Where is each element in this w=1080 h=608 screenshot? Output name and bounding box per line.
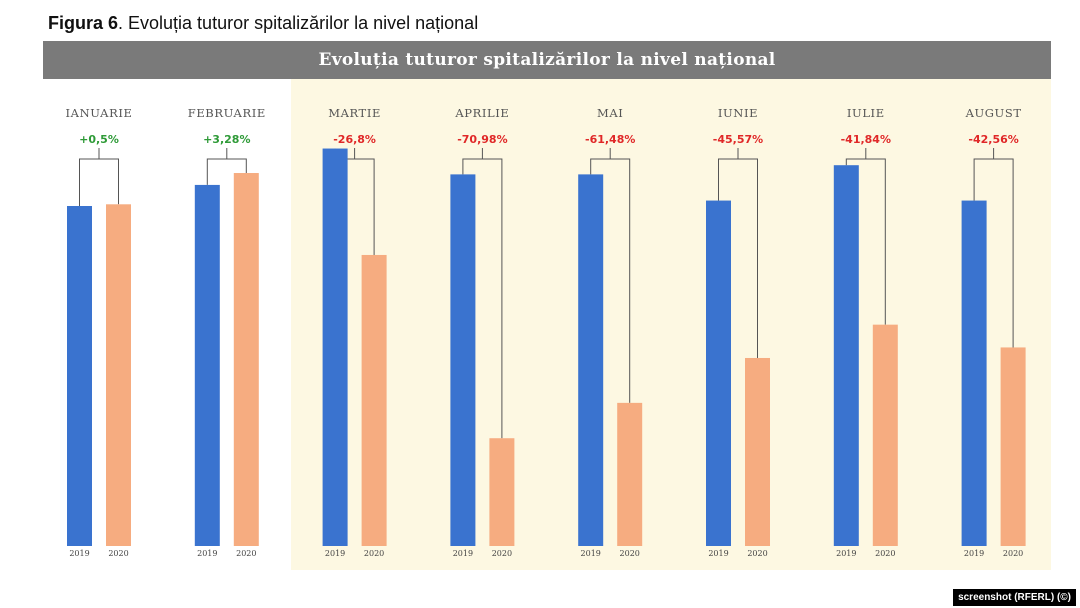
month-label: IULIE: [847, 106, 885, 120]
year-label-2019: 2019: [453, 549, 473, 558]
bar-2020: [233, 173, 259, 546]
bar-2020: [745, 357, 770, 546]
chart-title-band: Evoluția tuturor spitalizărilor la nivel…: [43, 41, 1051, 79]
month-label: MARTIE: [328, 106, 381, 120]
highlight-region: [291, 79, 1051, 570]
year-label-2020: 2020: [364, 549, 384, 558]
year-label-2019: 2019: [708, 549, 728, 558]
month-label: FEBRUARIE: [188, 106, 266, 120]
figure-caption: Figura 6. Evoluția tuturor spitalizărilo…: [48, 13, 478, 34]
month-label: IUNIE: [718, 106, 758, 120]
year-label-2019: 2019: [69, 549, 89, 558]
year-label-2020: 2020: [236, 549, 256, 558]
bar-2019: [67, 206, 92, 546]
change-label: -61,48%: [585, 133, 635, 146]
figure-caption-text: . Evoluția tuturor spitalizărilor la niv…: [118, 13, 479, 33]
bar-2019: [322, 148, 348, 547]
bar-2020: [489, 438, 515, 546]
bar-2019: [450, 174, 476, 546]
change-bracket: [79, 158, 119, 206]
change-label: +3,28%: [203, 133, 250, 146]
bar-2020: [872, 324, 898, 546]
change-label: -70,98%: [457, 133, 507, 146]
bar-2019: [706, 200, 731, 546]
bar-2019: [578, 174, 604, 546]
year-label-2019: 2019: [325, 549, 345, 558]
change-label: +0,5%: [79, 133, 119, 146]
change-label: -41,84%: [841, 133, 891, 146]
year-label-2020: 2020: [108, 549, 128, 558]
bar-2020: [617, 402, 643, 546]
bar-2020: [361, 254, 387, 546]
month-label: APRILIE: [454, 106, 509, 120]
year-label-2020: 2020: [620, 549, 640, 558]
bar-2020: [1000, 347, 1026, 546]
figure-caption-number: Figura 6: [48, 13, 119, 33]
bar-2019: [194, 184, 220, 547]
year-label-2019: 2019: [836, 549, 856, 558]
year-label-2020: 2020: [747, 549, 767, 558]
year-label-2019: 2019: [964, 549, 984, 558]
year-label-2020: 2020: [1003, 549, 1023, 558]
year-label-2020: 2020: [492, 549, 512, 558]
change-label: -45,57%: [713, 133, 763, 146]
month-label: IANUARIE: [66, 106, 133, 120]
change-label: -26,8%: [333, 133, 376, 146]
year-label-2020: 2020: [875, 549, 895, 558]
change-label: -42,56%: [968, 133, 1018, 146]
month-label: AUGUST: [965, 106, 1022, 120]
month-label: MAI: [597, 106, 623, 120]
bar-2019: [961, 200, 987, 546]
bar-2019: [833, 165, 859, 546]
chart-title: Evoluția tuturor spitalizărilor la nivel…: [318, 50, 776, 70]
bar-2020: [106, 204, 131, 547]
year-label-2019: 2019: [581, 549, 601, 558]
year-label-2019: 2019: [197, 549, 217, 558]
screenshot-credit: screenshot (RFERL) (©): [953, 589, 1076, 606]
